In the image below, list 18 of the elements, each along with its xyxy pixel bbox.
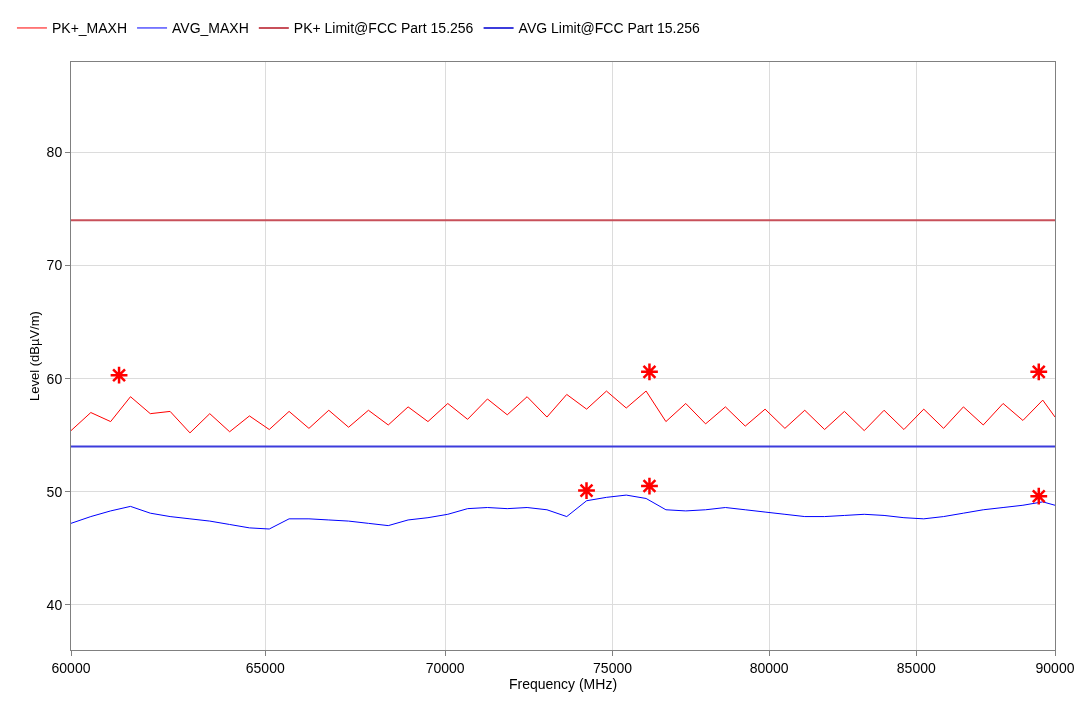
x-tick-label: 85000	[896, 659, 936, 676]
x-tick-label: 60000	[51, 659, 91, 676]
legend-label: AVG_MAXH	[172, 20, 249, 37]
x-tick-label: 80000	[749, 659, 789, 676]
legend-label: PK+ Limit@FCC Part 15.256	[293, 20, 474, 37]
legend-label: PK+_MAXH	[51, 20, 128, 37]
y-tick-label: 70	[46, 257, 63, 274]
y-tick-label: 40	[46, 596, 63, 613]
x-axis-title: Frequency (MHz)	[508, 675, 618, 692]
x-tick-label: 70000	[425, 659, 465, 676]
y-tick-label: 80	[46, 144, 63, 161]
y-tick-label: 60	[46, 370, 63, 387]
x-tick-label: 90000	[1035, 659, 1075, 676]
y-axis-title: Level (dBµV/m)	[26, 311, 42, 401]
x-tick-label: 75000	[593, 659, 633, 676]
legend-label: AVG Limit@FCC Part 15.256	[518, 20, 701, 37]
y-tick-label: 50	[46, 483, 63, 500]
x-tick-label: 65000	[245, 659, 285, 676]
